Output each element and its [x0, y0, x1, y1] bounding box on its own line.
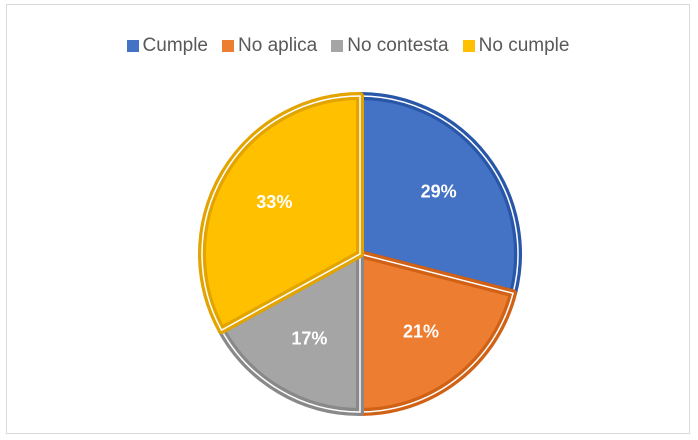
- legend-label-no-aplica: No aplica: [238, 35, 318, 56]
- legend-swatch-no-cumple: [462, 40, 475, 52]
- legend-swatch-cumple: [126, 40, 139, 52]
- data-label-no-aplica: 21%: [403, 321, 439, 341]
- legend: Cumple No aplica No contesta No cumple: [7, 35, 689, 57]
- pie-slice-separator-no-aplica: [359, 253, 514, 413]
- legend-item-no-contesta: No contesta: [331, 35, 449, 57]
- data-label-cumple: 29%: [421, 182, 457, 202]
- legend-item-no-cumple: No cumple: [462, 35, 570, 57]
- legend-label-no-cumple: No cumple: [478, 35, 570, 56]
- legend-swatch-no-aplica: [222, 40, 235, 52]
- legend-item-cumple: Cumple: [126, 35, 209, 57]
- data-label-no-contesta: 17%: [291, 328, 327, 348]
- pie-slice-separator-no-cumple: [201, 95, 361, 332]
- legend-swatch-no-contesta: [331, 40, 344, 52]
- pie-slice-separator-no-contesta: [220, 252, 361, 413]
- legend-label-cumple: Cumple: [142, 35, 209, 56]
- legend-item-no-aplica: No aplica: [222, 35, 317, 57]
- legend-label-no-contesta: No contesta: [347, 35, 449, 56]
- pie-slice-separator-cumple: [359, 95, 519, 295]
- data-label-no-cumple: 33%: [256, 192, 292, 212]
